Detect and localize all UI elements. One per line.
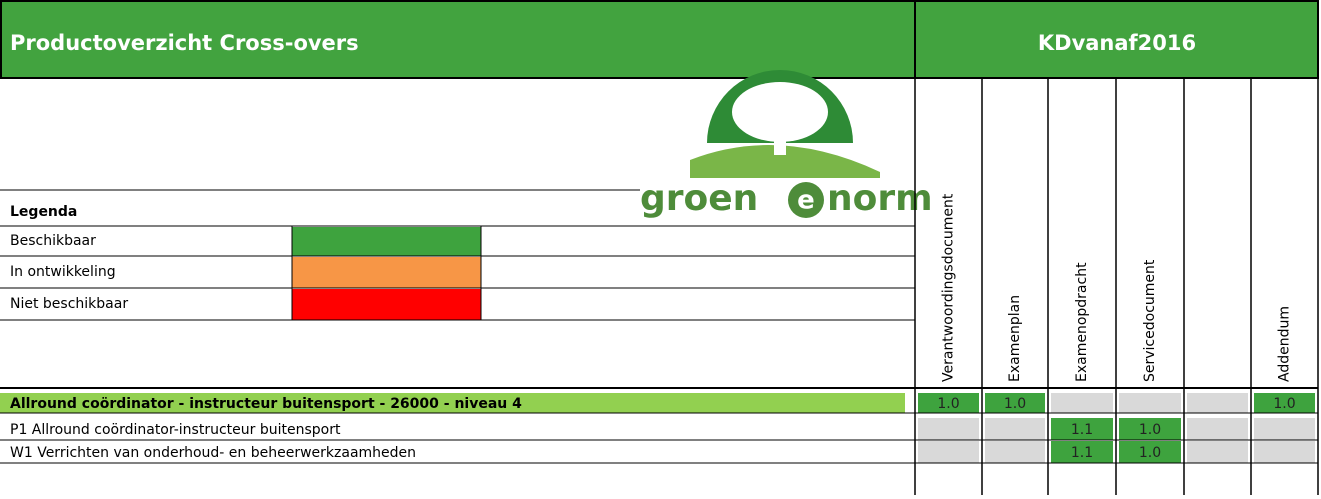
cell [1254,418,1315,440]
cell-value: 1.0 [1273,396,1295,412]
header-right-title: KDvanaf2016 [1038,31,1196,55]
row-band [0,393,905,413]
logo-e: e [797,186,815,216]
logo-tree [732,82,828,142]
cell-value: 1.0 [1139,445,1161,461]
legend-label: In ontwikkeling [10,264,116,280]
cell [1187,441,1248,463]
logo-e-circle [788,182,824,218]
legend-swatch [292,289,481,320]
logo-ground [690,145,880,178]
logo-text: norm [827,178,933,219]
cell [918,418,979,440]
cell [1051,418,1113,440]
legend-title: Legenda [10,204,77,220]
cell [985,393,1045,413]
column-header: Examenplan [1007,295,1023,382]
cell-value: 1.0 [1004,396,1026,412]
legend-swatch [292,257,481,288]
cell [1051,441,1113,463]
logo: groen e norm [640,70,933,219]
legend-label: Niet beschikbaar [10,296,128,312]
cell [1187,393,1248,413]
header-bar [0,0,1319,79]
column-header: Addendum [1277,306,1293,382]
row-label: Allround coördinator - instructeur buite… [10,396,522,412]
cell [1119,441,1181,463]
cell [985,441,1045,463]
cell [1254,441,1315,463]
cell-value: 1.0 [937,396,959,412]
legend-label: Beschikbaar [10,233,96,249]
cell-value: 1.1 [1071,422,1093,438]
logo-trunk [774,125,786,155]
legend-swatch [292,227,481,256]
column-header: Verantwoordingsdocument [941,193,957,382]
header-title: Productoverzicht Cross-overs [10,31,359,55]
cell-value: 1.1 [1071,445,1093,461]
cell [918,441,979,463]
logo-text: groen [640,178,758,219]
cell [1051,393,1113,413]
cell [1119,393,1181,413]
column-header: Servicedocument [1142,259,1158,382]
row-label: P1 Allround coördinator-instructeur buit… [10,422,341,438]
cell [1187,418,1248,440]
cell [985,418,1045,440]
row-label: W1 Verrichten van onderhoud- en beheerwe… [10,445,416,461]
column-header: Examenopdracht [1074,262,1090,382]
cell [1254,393,1315,413]
cell [1119,418,1181,440]
cell-value: 1.0 [1139,422,1161,438]
cell [918,393,979,413]
